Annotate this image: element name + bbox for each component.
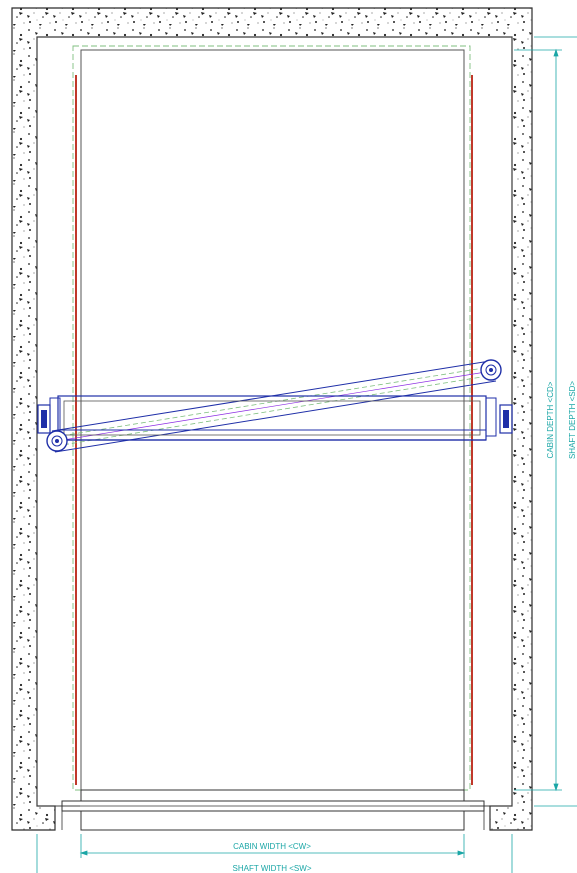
dimension-shaft-depth <box>534 36 577 807</box>
pulley-right <box>480 359 502 381</box>
shaft-width-label: SHAFT WIDTH <SW> <box>233 864 312 873</box>
sill-right <box>470 805 491 830</box>
cabin-dashed-outline <box>72 45 471 791</box>
landing-sill <box>80 810 465 831</box>
pulley-left <box>46 430 68 452</box>
car-frame-beam <box>49 395 497 441</box>
shaft-wall <box>11 7 533 831</box>
cabin-depth-label: CABIN DEPTH <CD> <box>546 381 555 458</box>
shaft-inner-outline <box>36 36 513 807</box>
cabin <box>80 49 465 791</box>
dimension-shaft-width <box>36 834 513 873</box>
belt-drive <box>51 360 497 453</box>
cabin-width-label: CABIN WIDTH <CW> <box>233 842 311 851</box>
guide-shoe-right <box>499 404 513 434</box>
dimension-cabin-depth <box>514 48 562 792</box>
shaft-depth-label: SHAFT DEPTH <SD> <box>568 381 577 459</box>
dimension-cabin-width <box>79 834 466 858</box>
guide-shoe-left <box>37 404 51 434</box>
sill-left <box>54 805 80 830</box>
cabin-door-threshold <box>80 789 465 802</box>
